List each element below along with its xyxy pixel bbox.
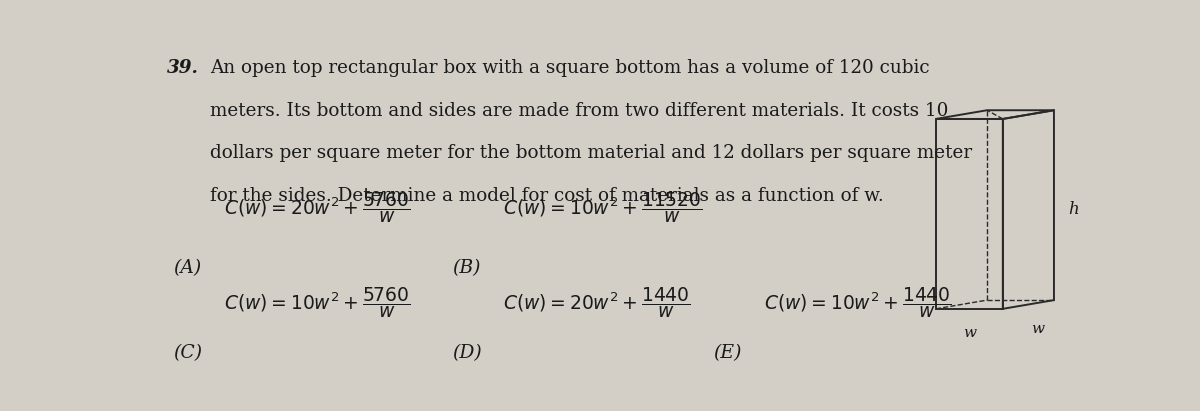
- Text: (D): (D): [452, 344, 482, 362]
- Text: h: h: [1068, 201, 1079, 218]
- Text: w: w: [962, 326, 976, 340]
- Text: meters. Its bottom and sides are made from two different materials. It costs 10: meters. Its bottom and sides are made fr…: [210, 102, 949, 120]
- Text: dollars per square meter for the bottom material and 12 dollars per square meter: dollars per square meter for the bottom …: [210, 144, 972, 162]
- Text: for the sides. Determine a model for cost of materials as a function of w.: for the sides. Determine a model for cos…: [210, 187, 884, 205]
- Text: $C(w)=10w^2+\dfrac{11520}{w}$: $C(w)=10w^2+\dfrac{11520}{w}$: [504, 190, 703, 225]
- Text: w: w: [1031, 322, 1044, 336]
- Text: $C(w)=10w^2+\dfrac{1440}{w}$: $C(w)=10w^2+\dfrac{1440}{w}$: [764, 285, 952, 320]
- Text: (A): (A): [173, 259, 202, 277]
- Text: 39.: 39.: [167, 59, 199, 77]
- Text: (B): (B): [452, 259, 481, 277]
- Text: An open top rectangular box with a square bottom has a volume of 120 cubic: An open top rectangular box with a squar…: [210, 59, 930, 77]
- Text: (C): (C): [173, 344, 203, 362]
- Text: $C(w)=10w^2+\dfrac{5760}{w}$: $C(w)=10w^2+\dfrac{5760}{w}$: [224, 285, 410, 320]
- Text: $C(w)=20w^2+\dfrac{1440}{w}$: $C(w)=20w^2+\dfrac{1440}{w}$: [504, 285, 691, 320]
- Text: (E): (E): [713, 344, 742, 362]
- Text: $C(w)=20w^2+\dfrac{5760}{w}$: $C(w)=20w^2+\dfrac{5760}{w}$: [224, 190, 410, 225]
